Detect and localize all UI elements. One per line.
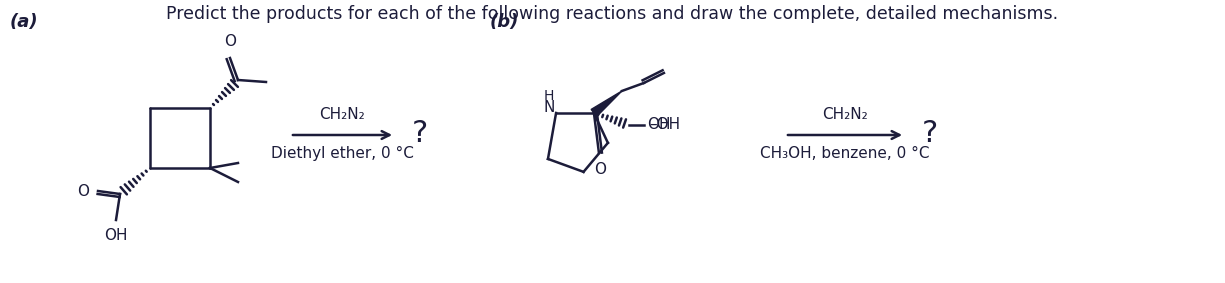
Polygon shape xyxy=(592,91,622,117)
Text: O: O xyxy=(77,183,89,198)
Text: Diethyl ether, 0 °C: Diethyl ether, 0 °C xyxy=(271,146,414,161)
Text: CH₂N₂: CH₂N₂ xyxy=(320,107,365,122)
Text: –OH: –OH xyxy=(649,117,680,132)
Text: ?: ? xyxy=(922,119,938,147)
Text: O: O xyxy=(594,162,606,177)
Text: CH₃OH, benzene, 0 °C: CH₃OH, benzene, 0 °C xyxy=(761,146,930,161)
Text: CH₂N₂: CH₂N₂ xyxy=(822,107,867,122)
Text: ?: ? xyxy=(412,119,428,147)
Text: Predict the products for each of the following reactions and draw the complete, : Predict the products for each of the fol… xyxy=(165,5,1058,23)
Text: (b): (b) xyxy=(490,13,519,31)
Text: H: H xyxy=(544,89,554,103)
Text: (a): (a) xyxy=(10,13,39,31)
Text: N: N xyxy=(544,100,555,115)
Text: OH: OH xyxy=(647,117,670,132)
Text: OH: OH xyxy=(104,228,127,243)
Text: O: O xyxy=(224,34,236,49)
